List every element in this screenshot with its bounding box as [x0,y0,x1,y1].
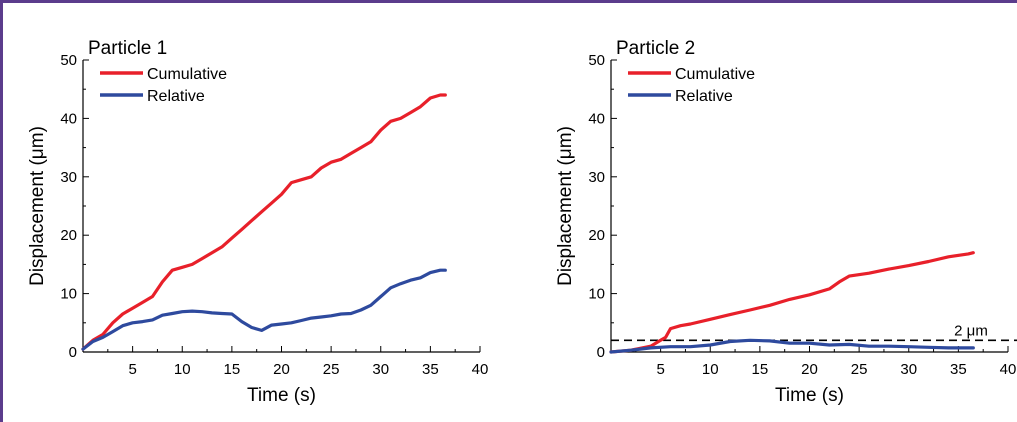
x-tick-label: 10 [174,361,191,378]
series-line-cumulative [81,93,447,351]
x-tick-label: 25 [323,361,340,378]
y-tick-label: 40 [588,110,605,127]
y-tick-label: 30 [588,169,605,186]
x-tick-label: 15 [224,361,241,378]
legend-label-cumulative: Cumulative [147,66,227,83]
x-axis-label: Time (s) [247,385,316,406]
x-tick-label: 20 [273,361,290,378]
y-tick-label: 40 [60,110,77,127]
y-tick-label: 10 [60,286,77,303]
x-tick-label: 20 [801,361,818,378]
x-tick-label: 10 [702,361,719,378]
x-tick-label: 5 [128,361,136,378]
x-tick-label: 30 [900,361,917,378]
x-tick-label: 40 [1000,361,1017,378]
x-tick-label: 25 [851,361,868,378]
reference-line-label: 2 μm [954,322,988,339]
series-line-cumulative [609,251,975,354]
panel-title: Particle 1 [88,38,167,59]
panel-particle-2: 0 10 20 30 40 50 5 10 15 20 25 30 35 40 Time (s) Displa… [555,38,1017,406]
x-tick-label: 40 [472,361,489,378]
series-line-relative [609,338,975,354]
x-tick-label: 35 [950,361,967,378]
y-tick-label: 0 [597,344,605,361]
y-tick-label: 20 [588,227,605,244]
legend-label-relative: Relative [675,88,733,105]
x-tick-label: 30 [372,361,389,378]
y-tick-label: 10 [588,286,605,303]
panel-particle-1: 0 10 20 30 40 50 5 10 15 20 25 30 35 40 Time (s) Displa… [27,38,488,406]
legend-label-cumulative: Cumulative [675,66,755,83]
y-tick-label: 50 [588,52,605,69]
y-tick-label: 50 [60,52,77,69]
y-tick-label: 30 [60,169,77,186]
y-axis-label: Displacement (μm) [27,126,48,286]
y-tick-label: 20 [60,227,77,244]
x-axis-label: Time (s) [775,385,844,406]
x-tick-label: 5 [656,361,664,378]
legend-label-relative: Relative [147,88,205,105]
series-line-relative [81,268,447,351]
panel-title: Particle 2 [616,38,695,59]
y-axis-label: Displacement (μm) [555,126,576,286]
y-tick-label: 0 [69,344,77,361]
x-tick-label: 15 [752,361,769,378]
x-tick-label: 35 [422,361,439,378]
